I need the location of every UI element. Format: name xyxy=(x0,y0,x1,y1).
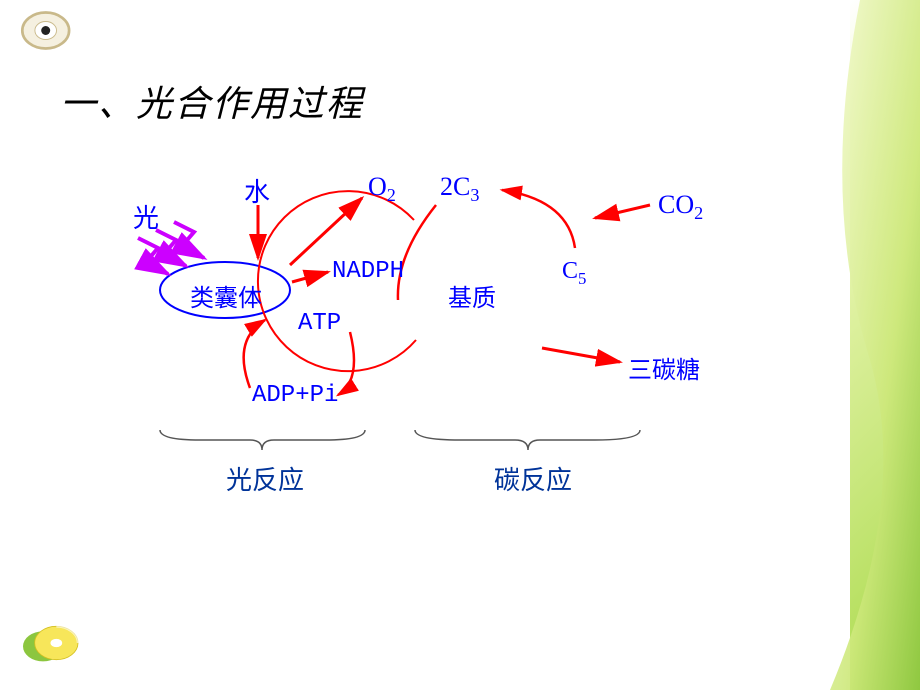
label-atp: ATP xyxy=(298,310,341,337)
group-light-reaction: 光反应 xyxy=(226,460,304,497)
label-light: 光 xyxy=(133,198,159,235)
c3-letter: 2C xyxy=(440,172,470,201)
arrow-co2-to-c5 xyxy=(595,205,650,218)
group-carbon-reaction: 碳反应 xyxy=(494,460,572,497)
arrow-to-nadph xyxy=(292,272,328,282)
arrow-to-sugar xyxy=(542,348,620,362)
arc-c5-up xyxy=(502,190,575,248)
label-thylakoid: 类囊体 xyxy=(190,278,262,313)
o2-sub: 2 xyxy=(387,185,396,205)
brace-carbon xyxy=(415,430,640,450)
label-stroma: 基质 xyxy=(448,278,496,313)
label-nadph: NADPH xyxy=(332,258,404,285)
o2-letter: O xyxy=(368,172,387,201)
label-c5: C5 xyxy=(562,258,586,289)
brace-light xyxy=(160,430,365,450)
co2-sub: 2 xyxy=(694,203,703,223)
arrow-to-o2 xyxy=(290,198,362,265)
co2-letter: CO xyxy=(658,190,694,219)
diagram-svg xyxy=(0,0,920,690)
label-2c3: 2C3 xyxy=(440,172,479,206)
c5-letter: C xyxy=(562,258,578,284)
slide-root: 一、光合作用过程 光 水 xyxy=(0,0,920,690)
arc-c3-down xyxy=(398,205,436,300)
label-co2: CO2 xyxy=(658,190,703,224)
label-adp: ADP+Pi xyxy=(252,382,338,409)
label-sugar: 三碳糖 xyxy=(628,350,700,385)
disc-icon xyxy=(18,618,88,668)
arrow-atp-to-adp xyxy=(338,332,354,395)
label-o2: O2 xyxy=(368,172,396,206)
c5-sub: 5 xyxy=(578,269,586,288)
label-water: 水 xyxy=(244,172,270,209)
c3-sub: 3 xyxy=(470,185,479,205)
arrow-adp-to-atp xyxy=(244,320,265,388)
